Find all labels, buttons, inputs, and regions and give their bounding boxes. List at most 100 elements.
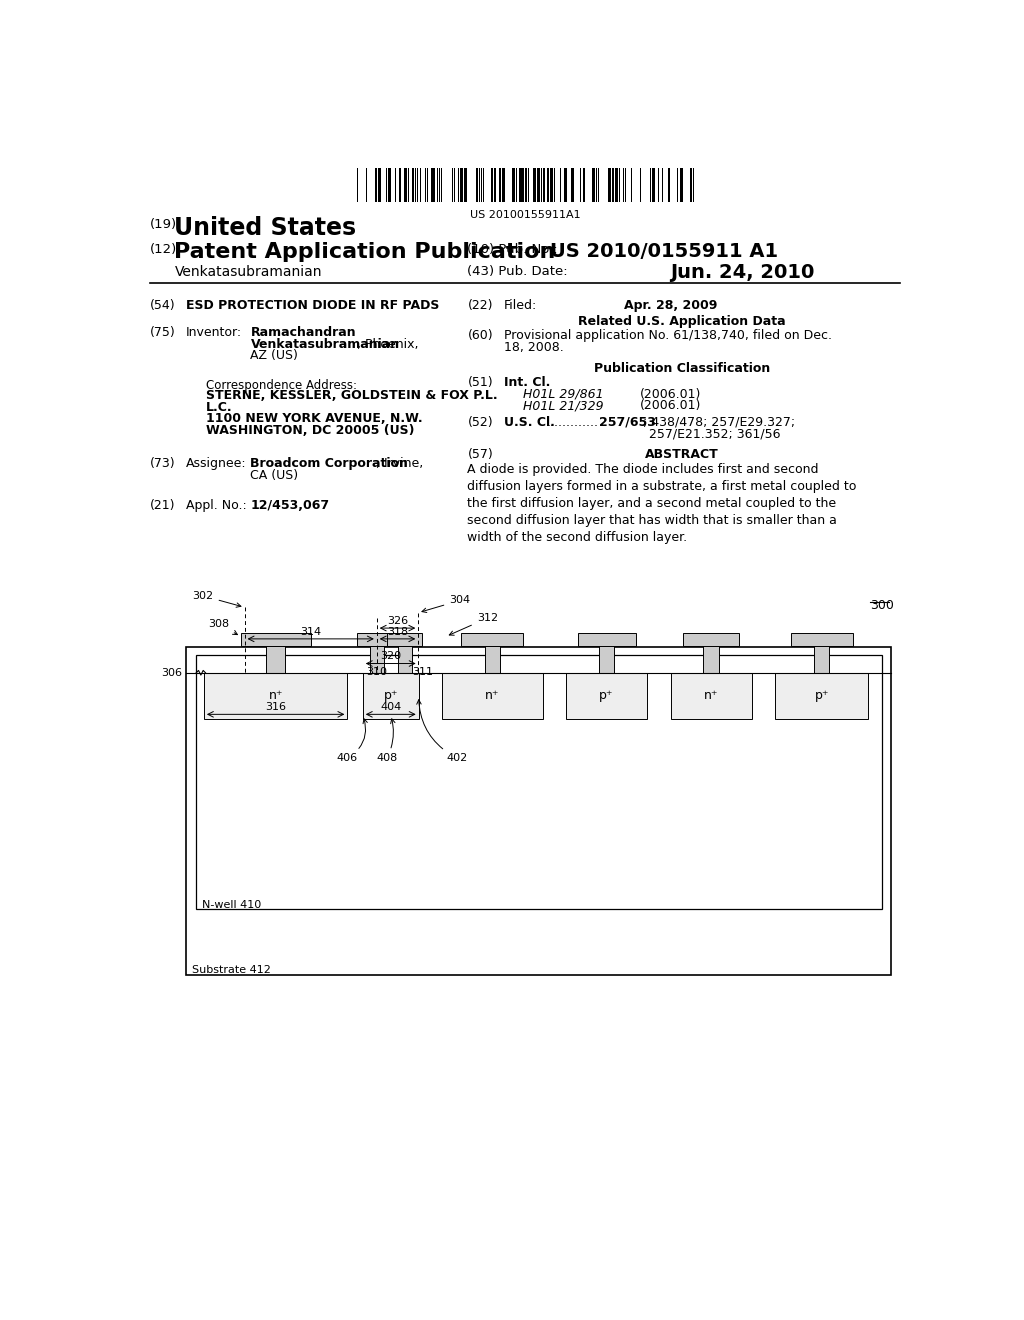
Bar <box>566 673 647 719</box>
Text: 304: 304 <box>422 595 470 612</box>
Text: Inventor:: Inventor: <box>186 326 243 339</box>
Text: 314: 314 <box>300 627 322 636</box>
Text: (22): (22) <box>467 298 493 312</box>
Bar <box>433 168 435 202</box>
Text: 312: 312 <box>450 614 498 635</box>
Text: (60): (60) <box>467 330 494 342</box>
Bar <box>677 168 678 202</box>
Bar <box>791 632 853 645</box>
Bar <box>375 168 377 202</box>
Text: 311: 311 <box>413 667 433 677</box>
Text: H01L 21/329: H01L 21/329 <box>523 400 604 412</box>
Text: ; 438/478; 257/E29.327;: ; 438/478; 257/E29.327; <box>643 416 796 429</box>
Bar <box>388 168 391 202</box>
Bar <box>425 168 426 202</box>
Text: STERNE, KESSLER, GOLDSTEIN & FOX P.L.: STERNE, KESSLER, GOLDSTEIN & FOX P.L. <box>206 389 497 403</box>
Bar <box>387 632 422 645</box>
Text: Appl. No.:: Appl. No.: <box>186 499 247 512</box>
Text: 300: 300 <box>870 599 894 612</box>
Bar <box>241 632 310 645</box>
Text: 408: 408 <box>376 719 397 763</box>
Bar <box>460 168 463 202</box>
Bar <box>583 168 586 202</box>
Bar <box>607 168 611 202</box>
Text: WASHINGTON, DC 20005 (US): WASHINGTON, DC 20005 (US) <box>206 424 414 437</box>
Text: A diode is provided. The diode includes first and second
diffusion layers formed: A diode is provided. The diode includes … <box>467 463 857 544</box>
Text: 257/653: 257/653 <box>599 416 656 429</box>
Text: United States: United States <box>174 216 356 240</box>
Text: L.C.: L.C. <box>206 401 232 414</box>
Text: p⁺: p⁺ <box>814 689 828 702</box>
Text: 302: 302 <box>193 591 241 607</box>
Bar <box>484 645 500 673</box>
Bar <box>204 673 347 719</box>
Bar <box>480 168 482 202</box>
Text: Venkatasubramanian: Venkatasubramanian <box>251 338 399 351</box>
Text: p⁺: p⁺ <box>599 689 613 702</box>
Bar <box>611 168 614 202</box>
Text: (57): (57) <box>467 447 494 461</box>
Bar <box>669 168 670 202</box>
Bar <box>266 645 285 673</box>
Bar <box>464 168 467 202</box>
Bar <box>442 673 543 719</box>
Bar <box>370 645 384 673</box>
Text: Venkatasubramanian: Venkatasubramanian <box>174 264 322 279</box>
Text: (2006.01): (2006.01) <box>640 388 700 401</box>
Bar <box>500 168 501 202</box>
Bar <box>775 673 868 719</box>
Bar <box>408 168 410 202</box>
Text: 404: 404 <box>380 702 401 711</box>
Bar <box>578 632 636 645</box>
Bar <box>680 168 683 202</box>
Text: 308: 308 <box>208 619 238 635</box>
Text: 402: 402 <box>417 700 468 763</box>
Bar <box>615 168 617 202</box>
Text: Ramachandran: Ramachandran <box>251 326 356 339</box>
Text: 320: 320 <box>380 651 401 661</box>
Bar <box>592 168 595 202</box>
Text: , Phoenix,: , Phoenix, <box>356 338 418 351</box>
Bar <box>186 647 891 974</box>
Text: ABSTRACT: ABSTRACT <box>645 447 719 461</box>
Text: (54): (54) <box>150 298 175 312</box>
Bar <box>399 168 400 202</box>
Text: Substrate 412: Substrate 412 <box>193 965 271 975</box>
Bar <box>378 168 381 202</box>
Text: (43) Pub. Date:: (43) Pub. Date: <box>467 264 568 277</box>
Text: 316: 316 <box>265 702 286 711</box>
Bar <box>550 168 554 202</box>
Bar <box>494 168 496 202</box>
Text: Provisional application No. 61/138,740, filed on Dec.: Provisional application No. 61/138,740, … <box>504 330 831 342</box>
Text: n⁺: n⁺ <box>268 689 283 702</box>
Text: 12/453,067: 12/453,067 <box>251 499 330 512</box>
Text: Assignee:: Assignee: <box>186 457 247 470</box>
Text: n⁺: n⁺ <box>703 689 719 702</box>
Text: Apr. 28, 2009: Apr. 28, 2009 <box>624 298 718 312</box>
Text: US 2010/0155911 A1: US 2010/0155911 A1 <box>550 242 778 260</box>
Text: Related U.S. Application Data: Related U.S. Application Data <box>579 315 786 329</box>
Text: (51): (51) <box>467 376 494 388</box>
Text: ESD PROTECTION DIODE IN RF PADS: ESD PROTECTION DIODE IN RF PADS <box>186 298 439 312</box>
Text: Broadcom Corporation: Broadcom Corporation <box>251 457 409 470</box>
Text: AZ (US): AZ (US) <box>251 350 298 363</box>
Text: , Irvine,: , Irvine, <box>376 457 423 470</box>
Text: Correspondence Address:: Correspondence Address: <box>206 379 356 392</box>
Bar <box>406 168 407 202</box>
Text: 257/E21.352; 361/56: 257/E21.352; 361/56 <box>649 428 780 440</box>
Bar <box>197 655 882 909</box>
Text: 326: 326 <box>387 616 409 626</box>
Text: .............: ............. <box>547 416 598 429</box>
Bar <box>518 168 521 202</box>
Text: 306: 306 <box>161 668 182 677</box>
Text: (10) Pub. No.:: (10) Pub. No.: <box>467 243 558 256</box>
Text: US 20100155911A1: US 20100155911A1 <box>470 210 581 220</box>
Text: (12): (12) <box>150 243 177 256</box>
Bar <box>599 645 614 673</box>
Bar <box>503 168 505 202</box>
Text: n⁺: n⁺ <box>485 689 500 702</box>
Text: U.S. Cl.: U.S. Cl. <box>504 416 555 429</box>
Bar <box>512 168 515 202</box>
Bar <box>671 673 752 719</box>
Bar <box>366 168 368 202</box>
